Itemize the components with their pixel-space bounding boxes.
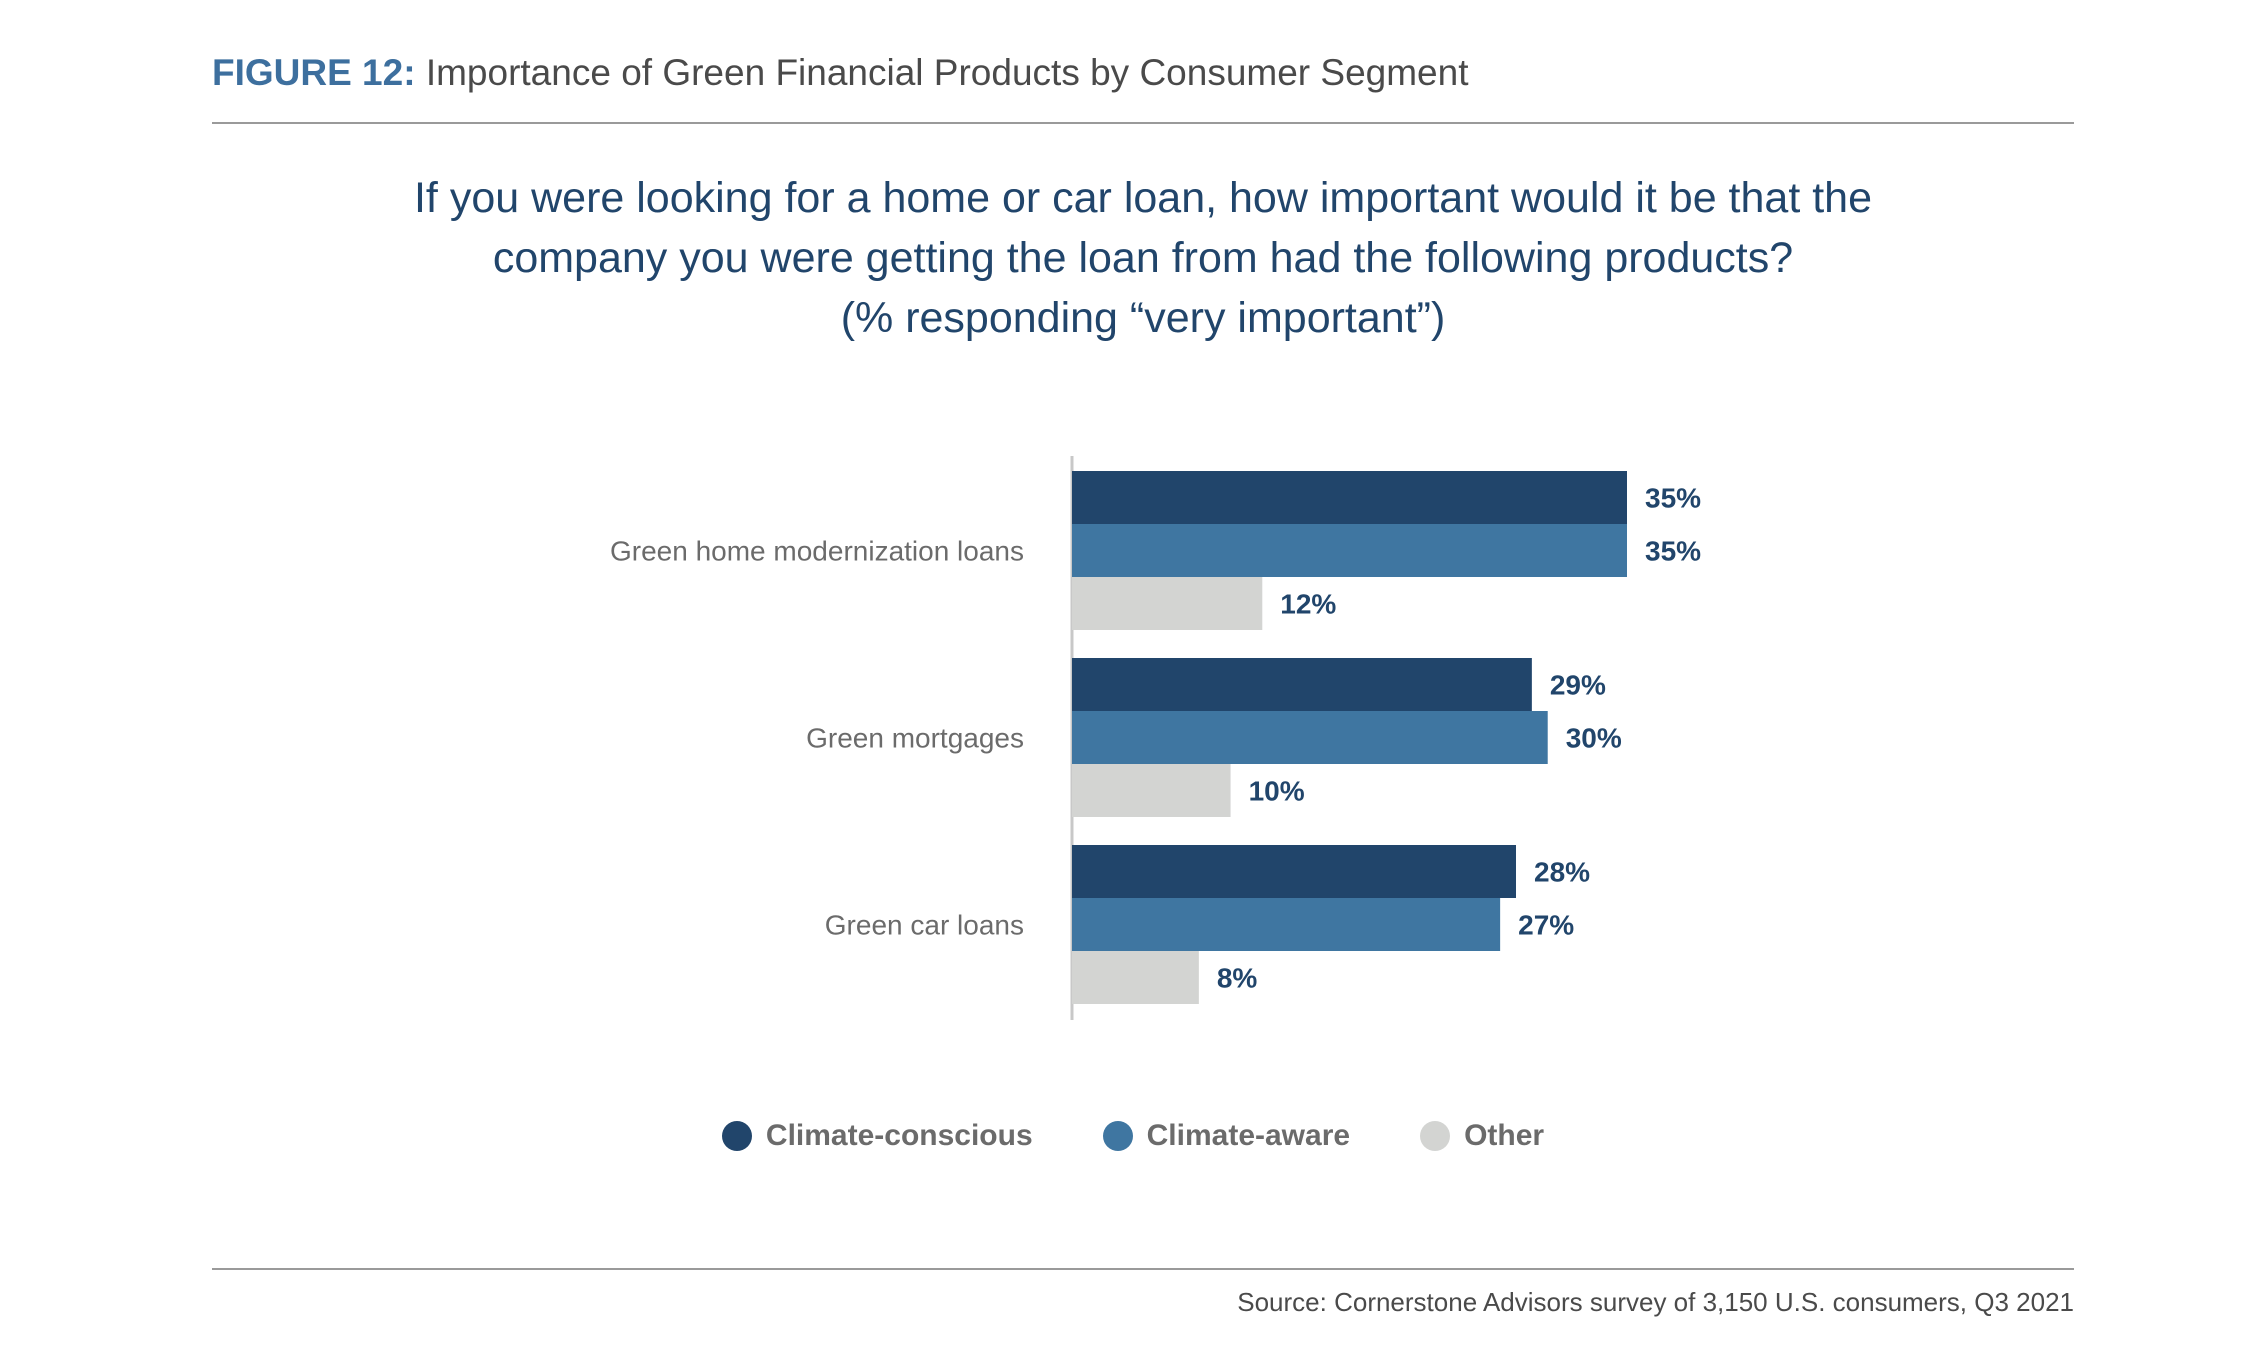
bar-climate-aware	[1072, 711, 1548, 764]
data-label-other: 10%	[1249, 776, 1305, 807]
category-label: Green car loans	[825, 910, 1024, 941]
data-label-other: 12%	[1280, 589, 1336, 620]
category-label: Green home modernization loans	[610, 536, 1024, 567]
data-label-climate-aware: 27%	[1518, 910, 1574, 941]
data-label-other: 8%	[1217, 963, 1258, 994]
footer-divider	[212, 1268, 2074, 1270]
category-label: Green mortgages	[806, 723, 1024, 754]
figure-title: Importance of Green Financial Products b…	[425, 52, 1469, 93]
survey-question: If you were looking for a home or car lo…	[212, 168, 2074, 348]
figure-header: FIGURE 12: Importance of Green Financial…	[212, 52, 1469, 94]
header-divider	[212, 122, 2074, 124]
bar-other	[1072, 764, 1231, 817]
legend-swatch-climate-aware	[1102, 1121, 1133, 1151]
legend-item-climate-aware: Climate-aware	[1102, 1119, 1351, 1153]
legend-label-other: Other	[1464, 1119, 1545, 1152]
data-label-climate-conscious: 35%	[1645, 483, 1701, 514]
legend-item-other: Other	[1420, 1119, 1544, 1153]
legend-label-climate-aware: Climate-aware	[1146, 1119, 1351, 1152]
bar-other	[1072, 577, 1263, 630]
data-label-climate-conscious: 29%	[1550, 670, 1606, 701]
figure-label: FIGURE 12:	[212, 52, 416, 93]
legend-label-climate-conscious: Climate-conscious	[765, 1119, 1033, 1152]
bar-other	[1072, 951, 1199, 1004]
legend-item-climate-conscious: Climate-conscious	[721, 1119, 1033, 1153]
question-line-1: If you were looking for a home or car lo…	[413, 174, 1872, 222]
bar-climate-conscious	[1072, 845, 1516, 898]
source-note: Source: Cornerstone Advisors survey of 3…	[1237, 1287, 2074, 1317]
question-line-2: company you were getting the loan from h…	[492, 234, 1794, 282]
data-label-climate-conscious: 28%	[1534, 857, 1590, 888]
bar-climate-conscious	[1072, 658, 1532, 711]
bar-climate-conscious	[1072, 471, 1627, 524]
chart-legend: Climate-conscious Climate-aware Other	[0, 1119, 2266, 1153]
data-label-climate-aware: 30%	[1566, 723, 1622, 754]
bar-climate-aware	[1072, 524, 1627, 577]
data-label-climate-aware: 35%	[1645, 536, 1701, 567]
question-line-3: (% responding “very important”)	[840, 294, 1446, 342]
legend-swatch-climate-conscious	[721, 1121, 752, 1151]
bar-climate-aware	[1072, 898, 1501, 951]
legend-swatch-other	[1420, 1121, 1451, 1151]
